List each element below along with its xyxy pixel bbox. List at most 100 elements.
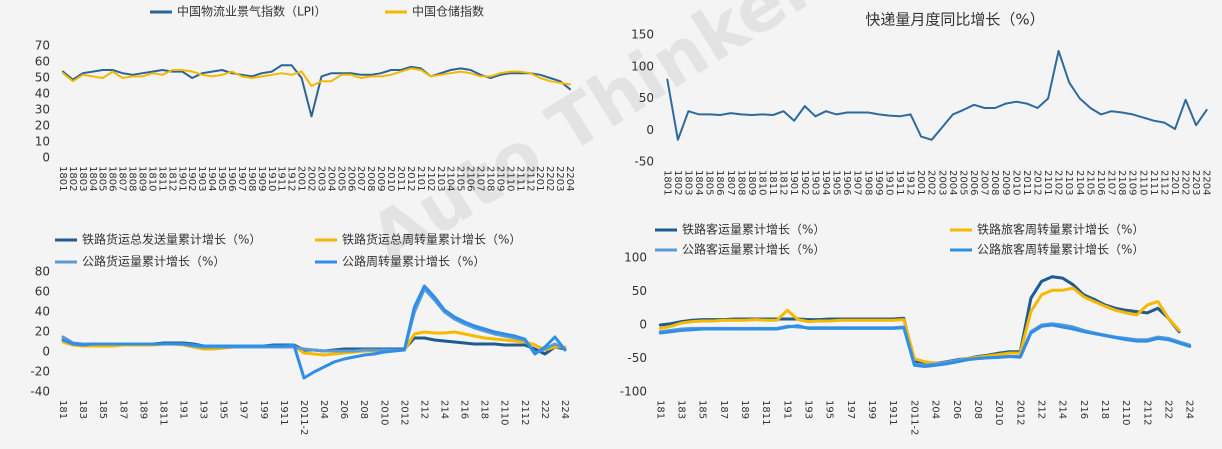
- y-tick-label: -50: [634, 155, 654, 169]
- x-tick-label: 214: [439, 400, 450, 419]
- x-tick-label: 1909: [873, 170, 884, 195]
- x-tick-label: 2112: [1141, 400, 1152, 425]
- x-tick-label: 224: [559, 400, 570, 419]
- series-line: [658, 286, 1181, 365]
- x-tick-label: 2101: [415, 166, 426, 191]
- legend-label: 公路货运量累计增长（%）: [82, 254, 225, 269]
- x-tick-label: 2011-2: [908, 400, 919, 435]
- x-tick-label: 2005: [335, 166, 346, 191]
- x-tick-label: 1806: [107, 166, 118, 191]
- x-tick-label: 206: [338, 400, 349, 419]
- y-tick-label: -40: [30, 385, 50, 399]
- y-tick-label: 30: [35, 103, 50, 117]
- x-tick-label: 2201: [534, 166, 545, 191]
- x-tick-label: 222: [1163, 400, 1174, 419]
- x-tick-label: 1806: [714, 170, 725, 195]
- x-tick-label: 1911: [276, 166, 287, 191]
- x-tick-label: 2012: [1031, 170, 1042, 195]
- x-tick-label: 1807: [117, 166, 128, 191]
- x-tick-label: 1801: [57, 166, 68, 191]
- legend-label: 铁路客运量累计增长（%）: [682, 222, 825, 237]
- x-tick-label: 2112: [519, 400, 530, 425]
- x-tick-label: 2202: [1180, 170, 1191, 195]
- x-tick-label: 1902: [186, 166, 197, 191]
- x-tick-label: 2103: [1063, 170, 1074, 195]
- x-tick-label: 1807: [725, 170, 736, 195]
- x-tick-label: 2107: [475, 166, 486, 191]
- x-tick-label: 2003: [315, 166, 326, 191]
- x-tick-label: 2105: [1084, 170, 1095, 195]
- x-tick-label: 2104: [445, 166, 456, 191]
- y-tick-label: -100: [620, 385, 647, 399]
- x-tick-label: 199: [866, 400, 877, 419]
- x-tick-label: 1905: [216, 166, 227, 191]
- x-tick-label: 1903: [809, 170, 820, 195]
- x-tick-label: 208: [972, 400, 983, 419]
- y-tick-label: 40: [35, 305, 50, 319]
- x-tick-label: 2007: [979, 170, 990, 195]
- x-tick-label: 218: [479, 400, 490, 419]
- x-tick-label: 1901: [788, 170, 799, 195]
- x-tick-label: 1804: [693, 170, 704, 195]
- x-tick-label: 2103: [435, 166, 446, 191]
- x-tick-label: 2004: [947, 170, 958, 195]
- x-tick-label: 1810: [756, 170, 767, 195]
- x-tick-label: 1904: [820, 170, 831, 195]
- x-tick-label: 2003: [936, 170, 947, 195]
- x-tick-label: 1803: [77, 166, 88, 191]
- x-tick-label: 187: [117, 400, 128, 419]
- y-tick-label: 10: [35, 135, 50, 149]
- x-tick-label: 197: [845, 400, 856, 419]
- x-tick-label: 2110: [504, 166, 515, 191]
- x-tick-label: 193: [803, 400, 814, 419]
- x-tick-label: 1804: [87, 166, 98, 191]
- x-tick-label: 2108: [1116, 170, 1127, 195]
- x-tick-label: 195: [824, 400, 835, 419]
- x-tick-label: 1912: [905, 170, 916, 195]
- x-tick-label: 216: [459, 400, 470, 419]
- x-tick-label: 204: [318, 400, 329, 419]
- y-tick-label: 50: [632, 284, 647, 298]
- x-tick-label: 204: [930, 400, 941, 419]
- y-tick-label: 80: [35, 265, 50, 279]
- x-tick-label: 2012: [1014, 400, 1025, 425]
- x-tick-label: 2107: [1106, 170, 1117, 195]
- x-tick-label: 2106: [465, 166, 476, 191]
- x-tick-label: 2002: [926, 170, 937, 195]
- x-tick-label: 2010: [378, 400, 389, 425]
- y-tick-label: 50: [639, 91, 654, 105]
- x-tick-label: 1908: [246, 166, 257, 191]
- x-tick-label: 1809: [746, 170, 757, 195]
- y-tick-label: 150: [631, 28, 654, 42]
- x-tick-label: 191: [177, 400, 188, 419]
- y-tick-label: 100: [631, 59, 654, 73]
- x-tick-label: 1812: [778, 170, 789, 195]
- x-tick-label: 1910: [266, 166, 277, 191]
- x-tick-label: 2006: [345, 166, 356, 191]
- x-tick-label: 2204: [564, 166, 575, 191]
- x-tick-label: 2203: [1190, 170, 1201, 195]
- x-tick-label: 2111: [514, 166, 525, 191]
- x-tick-label: 1811: [157, 400, 168, 425]
- x-tick-label: 199: [258, 400, 269, 419]
- series-line: [658, 323, 1192, 368]
- x-tick-label: 216: [1078, 400, 1089, 419]
- x-tick-label: 2109: [1127, 170, 1138, 195]
- legend-label: 铁路旅客周转量累计增长（%）: [977, 222, 1144, 237]
- x-tick-label: 224: [1184, 400, 1195, 419]
- x-tick-label: 2202: [544, 166, 555, 191]
- x-tick-label: 2105: [455, 166, 466, 191]
- x-tick-label: 2012: [405, 166, 416, 191]
- x-tick-label: 1911: [887, 400, 898, 425]
- x-tick-label: 1902: [799, 170, 810, 195]
- x-tick-label: 1906: [226, 166, 237, 191]
- x-tick-label: 193: [198, 400, 209, 419]
- x-tick-label: 183: [77, 400, 88, 419]
- x-tick-label: 183: [675, 400, 686, 419]
- y-tick-label: 100: [624, 251, 647, 265]
- x-tick-label: 2010: [1010, 170, 1021, 195]
- x-tick-label: 2112: [1158, 170, 1169, 195]
- x-tick-label: 1911: [278, 400, 289, 425]
- x-tick-label: 1901: [176, 166, 187, 191]
- y-tick-label: 50: [35, 71, 50, 85]
